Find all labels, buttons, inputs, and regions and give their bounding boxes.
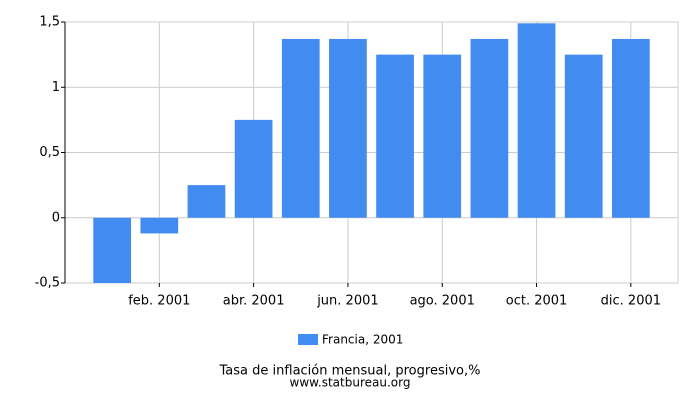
legend-swatch <box>298 334 318 345</box>
bar <box>234 119 273 218</box>
x-tick-label: dic. 2001 <box>601 294 661 309</box>
bar <box>470 38 509 218</box>
chart-source: www.statbureau.org <box>290 376 411 390</box>
x-tick-label: oct. 2001 <box>506 294 568 309</box>
bar <box>423 54 462 218</box>
y-tick-label: 1,5 <box>39 15 60 30</box>
bar <box>140 217 179 234</box>
y-tick-label: -0,5 <box>35 276 60 291</box>
x-tick-label: feb. 2001 <box>128 294 190 309</box>
x-tick-label: ago. 2001 <box>410 294 475 309</box>
bar <box>564 54 603 218</box>
bar <box>611 38 650 218</box>
bar <box>376 54 414 218</box>
bar <box>93 217 132 283</box>
bar <box>329 38 367 218</box>
y-tick-label: 0 <box>52 210 60 225</box>
chart-title: Tasa de inflación mensual, progresivo,% <box>219 364 481 379</box>
x-tick-label: jun. 2001 <box>316 294 378 309</box>
bar <box>517 23 556 218</box>
y-tick-label: 1 <box>52 80 60 95</box>
y-tick-label: 0,5 <box>39 145 60 160</box>
x-tick-label: abr. 2001 <box>223 294 285 309</box>
bar <box>187 185 226 218</box>
legend-label: Francia, 2001 <box>322 333 403 347</box>
bar <box>281 38 320 218</box>
